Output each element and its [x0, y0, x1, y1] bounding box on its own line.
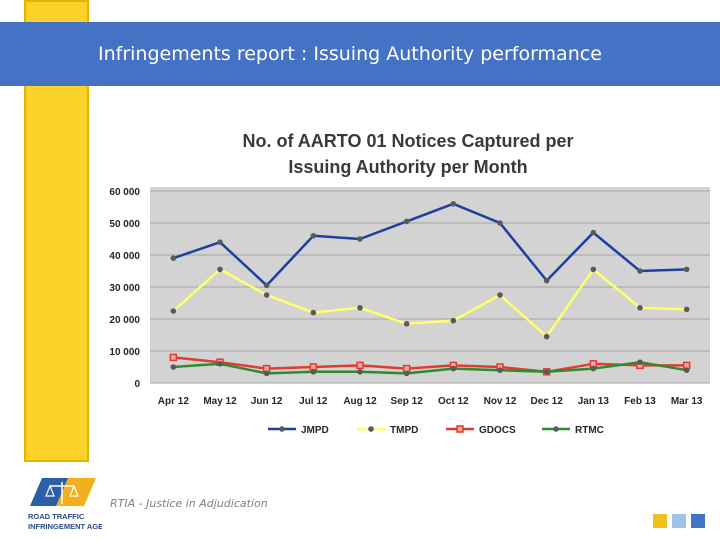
x-tick-label: Oct 12: [438, 396, 469, 407]
data-point-jmpd: [310, 233, 317, 239]
y-tick-label: 60 000: [109, 187, 140, 198]
data-point-jmpd: [590, 229, 597, 236]
y-tick-label: 50 000: [109, 219, 140, 230]
data-point-rtmc: [450, 365, 457, 372]
x-tick-label: Feb 13: [624, 396, 656, 407]
data-point-tmpd: [403, 321, 410, 327]
data-point-tmpd: [590, 266, 597, 273]
legend-label-rtmc: RTMC: [575, 425, 604, 436]
x-tick-label: Apr 12: [158, 396, 190, 407]
legend-marker-gdocs: [456, 425, 464, 433]
chart-title-line-2: Issuing Authority per Month: [288, 157, 527, 177]
y-tick-label: 20 000: [109, 315, 140, 326]
data-point-rtmc: [263, 370, 270, 377]
rtia-logo: ROAD TRAFFIC INFRINGEMENT AGENCY: [26, 472, 119, 534]
header-band: [0, 22, 720, 86]
data-point-jmpd: [403, 218, 410, 225]
data-point-rtmc: [590, 365, 597, 372]
data-point-rtmc: [543, 369, 550, 375]
x-tick-label: Aug 12: [343, 396, 377, 407]
data-point-rtmc: [170, 364, 177, 370]
data-point-tmpd: [637, 305, 643, 311]
chart-image: No. of AARTO 01 Notices Captured per Iss…: [96, 112, 715, 444]
line-chart: No. of AARTO 01 Notices Captured per Iss…: [109, 131, 710, 436]
series-line-jmpd: [172, 202, 687, 287]
data-point-rtmc: [403, 370, 410, 377]
data-point-rtmc: [310, 369, 317, 375]
legend-marker-jmpd: [279, 426, 285, 432]
series-line-rtmc: [173, 360, 687, 375]
x-tick-label: Jul 12: [299, 396, 328, 407]
series-line-gdocs: [173, 356, 687, 374]
data-point-rtmc: [357, 369, 363, 375]
data-point-jmpd: [637, 268, 643, 274]
data-point-gdocs: [356, 361, 364, 370]
data-point-tmpd: [170, 308, 177, 314]
x-tick-label: Jun 12: [251, 396, 283, 407]
plot-background: [150, 187, 710, 383]
legend-label-gdocs: GDOCS: [479, 425, 516, 436]
data-point-jmpd: [683, 266, 690, 273]
data-point-tmpd: [497, 292, 503, 298]
legend-marker-rtmc: [553, 426, 559, 432]
x-tick-label: Sep 12: [391, 396, 424, 407]
data-point-tmpd: [357, 305, 363, 311]
y-tick-label: 10 000: [109, 347, 140, 358]
deco-square-light-blue: [672, 514, 686, 528]
data-point-jmpd: [543, 277, 550, 284]
data-point-jmpd: [497, 220, 503, 226]
deco-square-blue: [691, 514, 705, 528]
legend-label-jmpd: JMPD: [301, 425, 329, 436]
y-tick-label: 0: [134, 379, 140, 390]
data-point-rtmc: [217, 361, 223, 367]
chart-title-line-1: No. of AARTO 01 Notices Captured per: [242, 131, 573, 151]
deco-square-yellow: [653, 514, 667, 528]
x-tick-label: Mar 13: [671, 396, 703, 407]
x-tick-label: Nov 12: [484, 396, 517, 407]
data-point-rtmc: [637, 359, 643, 365]
data-point-jmpd: [217, 239, 223, 245]
y-tick-label: 30 000: [109, 283, 140, 294]
x-tick-label: May 12: [203, 396, 237, 407]
data-point-tmpd: [217, 266, 223, 273]
data-point-gdocs: [169, 353, 178, 362]
data-point-rtmc: [497, 367, 503, 373]
data-point-jmpd: [170, 255, 177, 261]
footer-tagline: RTIA - Justice in Adjudication: [110, 497, 268, 510]
x-tick-label: Dec 12: [531, 396, 564, 407]
data-point-jmpd: [450, 201, 457, 207]
data-point-tmpd: [310, 309, 317, 316]
x-tick-label: Jan 13: [578, 396, 610, 407]
legend-label-tmpd: TMPD: [390, 425, 418, 436]
data-point-tmpd: [683, 306, 690, 313]
page-title: Infringements report : Issuing Authority…: [98, 43, 602, 65]
data-point-tmpd: [263, 292, 270, 298]
series-line-tmpd: [172, 268, 687, 338]
data-point-tmpd: [450, 317, 457, 324]
data-point-jmpd: [263, 282, 270, 289]
data-point-rtmc: [683, 367, 690, 373]
legend-marker-tmpd: [368, 426, 374, 432]
y-tick-label: 40 000: [109, 251, 140, 262]
data-point-jmpd: [357, 236, 363, 242]
logo-text-line-2: INFRINGEMENT AGENCY: [28, 522, 102, 531]
logo-text-line-1: ROAD TRAFFIC: [28, 512, 85, 521]
data-point-tmpd: [543, 333, 550, 340]
